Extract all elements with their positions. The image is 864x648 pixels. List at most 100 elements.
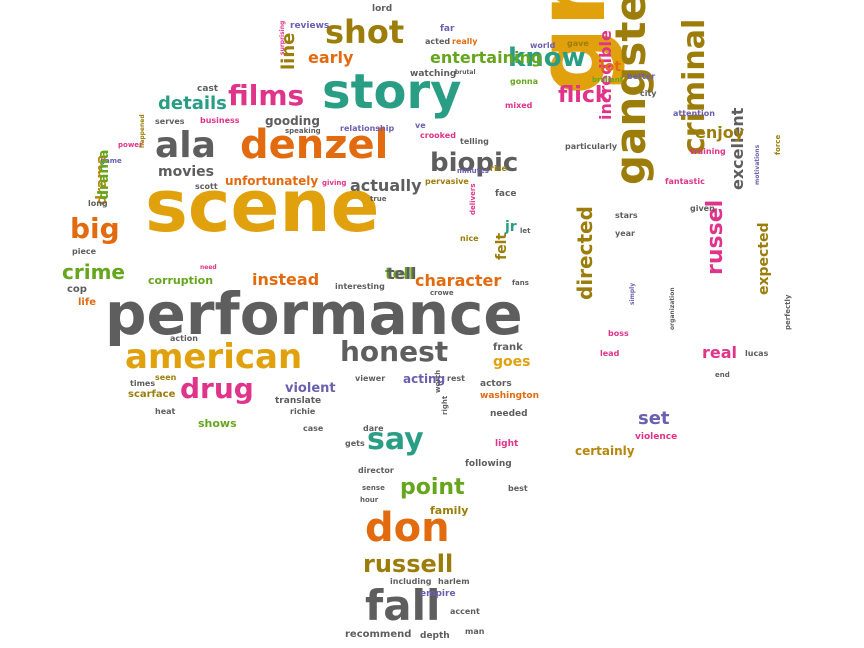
word-light: light: [495, 439, 519, 449]
word-fall: fall: [365, 581, 441, 630]
word-watching: watching: [410, 69, 457, 79]
word-perfectly: perfectly: [784, 294, 792, 330]
word-acting: acting: [403, 372, 446, 386]
word-motivations: motivations: [754, 144, 761, 185]
word-true: true: [370, 195, 387, 203]
word-brilliant: brilliant: [592, 76, 624, 84]
word-shows: shows: [198, 417, 237, 430]
word-delivers: delivers: [469, 183, 477, 216]
word-shot: shot: [325, 13, 405, 51]
word-set: set: [638, 408, 670, 429]
word-family: family: [430, 504, 469, 517]
word-movies: movies: [158, 164, 214, 180]
word-interesting: interesting: [335, 282, 385, 291]
word-pervasive: pervasive: [425, 177, 469, 186]
word-early: early: [308, 48, 354, 67]
word-gonna: gonna: [510, 77, 539, 86]
word-organization: organization: [669, 287, 676, 330]
word-excellent: excellent: [728, 107, 747, 190]
word-ala: ala: [155, 125, 216, 166]
word-real: real: [702, 343, 738, 362]
word-telling: telling: [460, 137, 489, 146]
word-rise: rise: [490, 164, 507, 173]
word-flick: flick: [558, 83, 610, 108]
word-scarface: scarface: [128, 389, 176, 400]
word-actually: actually: [350, 176, 422, 195]
word-honest: honest: [340, 335, 449, 368]
word-nice: nice: [460, 234, 479, 243]
word-lead: lead: [600, 349, 620, 358]
word-big: big: [70, 212, 120, 245]
word-speaking: speaking: [285, 127, 321, 135]
word-world: world: [530, 41, 556, 50]
word-details: details: [158, 93, 227, 114]
word-particularly: particularly: [565, 142, 618, 151]
word-simply: simply: [629, 282, 636, 305]
word-end: end: [715, 371, 730, 379]
word-following: following: [465, 459, 512, 469]
word-best: best: [508, 484, 528, 493]
word-ve: ve: [415, 121, 426, 130]
word-enjoy: enjoy: [695, 123, 745, 142]
word-gooding: gooding: [265, 114, 320, 128]
word-piece: piece: [72, 247, 97, 256]
word-stars: stars: [615, 211, 638, 220]
word-jr: jr: [505, 219, 517, 235]
word-tell: tell: [385, 264, 415, 283]
word-expected: expected: [756, 222, 772, 295]
word-dare: dare: [363, 424, 384, 433]
word-including: including: [390, 577, 432, 586]
word-empire: empire: [420, 589, 456, 599]
word-game: game: [100, 157, 122, 165]
word-gave: gave: [567, 39, 589, 48]
word-power: power: [118, 141, 143, 149]
word-point: point: [400, 475, 465, 500]
word-given: given: [690, 204, 715, 213]
word-attention: attention: [673, 109, 715, 118]
word-hour: hour: [360, 496, 379, 504]
word-scene: scene: [145, 164, 380, 248]
word-minutes: minutes: [457, 167, 489, 175]
word-goes: goes: [493, 354, 531, 370]
word-fans: fans: [512, 279, 529, 287]
word-entertaining: entertaining: [430, 48, 543, 67]
word-know: know: [508, 43, 586, 73]
word-right: right: [441, 395, 449, 415]
word-scott: scott: [195, 182, 218, 191]
word-serves: serves: [155, 117, 185, 126]
word-mixed: mixed: [505, 101, 533, 110]
word-year: year: [615, 229, 635, 238]
word-face: face: [495, 189, 517, 199]
word-heat: heat: [155, 407, 176, 416]
word-say: say: [367, 422, 424, 457]
word-harlem: harlem: [438, 577, 470, 586]
word-crowe: crowe: [430, 289, 454, 297]
word-drug: drug: [180, 372, 254, 405]
word-drama: drama: [96, 149, 112, 200]
word-viewer: viewer: [355, 374, 386, 383]
word-denzel: denzel: [240, 122, 389, 168]
word-seen: seen: [155, 373, 177, 382]
word-frank: frank: [493, 342, 523, 353]
word-long: long: [88, 199, 108, 208]
word-really: really: [452, 37, 478, 46]
word-worth: worth: [434, 369, 442, 393]
word-action: action: [170, 334, 198, 343]
word-better: better: [627, 72, 656, 81]
word-recommend: recommend: [345, 629, 412, 640]
word-needed: needed: [490, 409, 528, 419]
word-reviews: reviews: [290, 21, 330, 31]
word-films: films: [228, 79, 305, 112]
word-american: american: [125, 337, 303, 377]
word-story: story: [322, 64, 462, 120]
word-cop: cop: [67, 284, 87, 295]
word-crooked: crooked: [420, 131, 456, 140]
word-need: need: [200, 264, 217, 271]
word-let: let: [520, 227, 531, 235]
word-relationship: relationship: [340, 124, 395, 133]
word-fantastic: fantastic: [665, 177, 705, 186]
word-crime: crime: [62, 260, 125, 284]
word-directed: directed: [573, 206, 597, 300]
word-character: character: [415, 271, 502, 290]
